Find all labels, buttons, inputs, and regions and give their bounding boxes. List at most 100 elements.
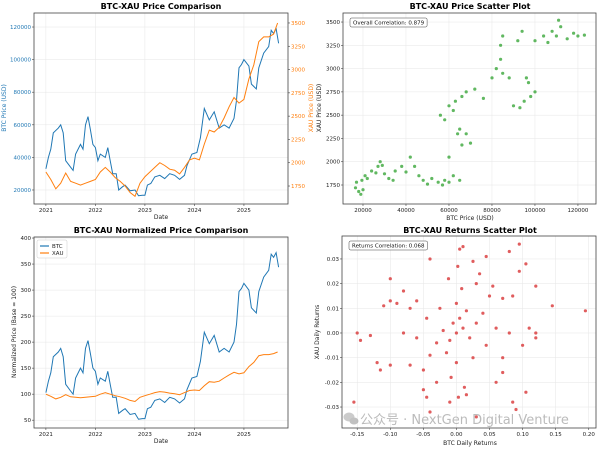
- scatter-point: [554, 34, 559, 38]
- x-tick-label: 2024: [187, 432, 201, 438]
- scatter-point: [388, 299, 392, 303]
- scatter-point: [526, 81, 531, 85]
- scatter-point: [494, 326, 498, 330]
- x-tick-label: 2025: [237, 432, 251, 438]
- scatter-point: [517, 269, 521, 273]
- watermark-text: 公众号 · NextGen Digital Venture: [360, 413, 569, 428]
- scatter-point: [408, 363, 412, 367]
- scatter-point: [507, 76, 511, 80]
- scatter-point: [464, 90, 468, 94]
- scatter-point: [446, 277, 451, 281]
- x-tick-label: 100000: [524, 208, 545, 214]
- scatter-point: [444, 351, 449, 355]
- chart3: 2021 2022 2023 2024 2025 50 100 150 200 250 300 350…: [21, 236, 289, 438]
- scatter-point: [458, 316, 462, 320]
- scatter-point: [428, 353, 432, 357]
- scatter-point: [370, 169, 374, 173]
- scatter-point: [534, 284, 538, 288]
- scatter-point: [388, 363, 392, 367]
- y-tick-label: 2000: [326, 160, 340, 166]
- chart4: -0.15 -0.10 -0.05 0.00 0.05 0.10 0.15 0.20 -0.03…: [325, 235, 597, 438]
- chart1-title: BTC-XAU Price Comparison: [101, 2, 222, 11]
- scatter-point: [355, 331, 359, 335]
- btc-series-line: [45, 251, 280, 420]
- scatter-point: [430, 176, 434, 181]
- scatter-point: [582, 33, 587, 37]
- scatter-point: [524, 262, 528, 266]
- scatter-point: [471, 259, 475, 263]
- scatter-point: [501, 71, 505, 75]
- scatter-point: [453, 99, 457, 103]
- scatter-point: [428, 257, 432, 261]
- scatter-point: [501, 356, 505, 360]
- scatter-point: [464, 132, 468, 136]
- scatter-point: [490, 76, 494, 80]
- scatter-point: [353, 186, 358, 190]
- scatter-point: [408, 155, 412, 159]
- plot-frame: [342, 12, 597, 205]
- x-tick-label: 2021: [39, 432, 53, 438]
- scatter-point: [458, 127, 462, 131]
- scatter-point: [456, 132, 460, 136]
- scatter-point: [518, 106, 522, 110]
- scatter-point: [460, 287, 464, 291]
- scatter-point: [448, 338, 452, 342]
- scatter-point: [507, 249, 511, 254]
- scatter-point: [527, 326, 531, 330]
- y-tick-label: 80000: [14, 90, 32, 96]
- scatter-point: [454, 301, 458, 305]
- scatter-point: [441, 328, 445, 333]
- annotation-box: [348, 240, 428, 251]
- scatter-point: [583, 309, 588, 313]
- scatter-point: [533, 90, 537, 94]
- scatter-point: [473, 87, 477, 91]
- scatter-point: [559, 25, 563, 29]
- y2-tick-label: 1750: [291, 184, 305, 190]
- scatter-point: [542, 34, 546, 38]
- y-tick-label: 2500: [326, 113, 340, 119]
- y-tick-label: 350: [21, 262, 32, 268]
- scatter-point: [522, 99, 526, 103]
- chart4-ylabel: XAU Daily Returns: [314, 305, 321, 360]
- x-tick-label: 120000: [567, 208, 588, 214]
- scatter-point: [401, 331, 406, 335]
- plot-frame: [33, 236, 289, 429]
- x-tick-label: 2025: [237, 208, 251, 214]
- y2-tick-label: 2000: [291, 161, 305, 167]
- scatter-point: [451, 174, 455, 178]
- scatter-point: [529, 94, 533, 99]
- chart2-title: BTC-XAU Price Scatter Plot: [410, 2, 531, 11]
- scatter-point: [393, 169, 397, 173]
- xau-series-line: [45, 22, 279, 198]
- scatter-point: [425, 395, 429, 399]
- y2-tick-label: 2750: [291, 91, 305, 97]
- legend-label: BTC: [52, 244, 63, 250]
- scatter-point: [359, 192, 363, 196]
- scatter-point: [517, 242, 521, 246]
- scatter-point: [363, 174, 367, 178]
- x-tick-label: 0.15: [550, 432, 563, 438]
- chart3-ylabel: Normalized Price (Base = 100): [11, 286, 18, 378]
- scatter-point: [507, 331, 511, 335]
- scatter-point: [360, 178, 364, 182]
- y-tick-label: 20000: [14, 188, 32, 194]
- x-tick-label: 2023: [138, 432, 152, 438]
- scatter-point: [464, 393, 468, 397]
- scatter-point: [478, 272, 482, 276]
- scatter-point: [487, 294, 492, 298]
- scatter-point: [534, 331, 538, 335]
- y-tick-label: 50: [24, 418, 31, 424]
- scatter-point: [451, 108, 455, 113]
- x-tick-label: 0.10: [516, 432, 529, 438]
- scatter-point: [354, 180, 359, 184]
- scatter-point: [456, 395, 460, 399]
- chart1-xlabel: Date: [154, 214, 169, 221]
- chart2-xlabel: BTC Price (USD): [446, 215, 494, 222]
- scatter-point: [415, 299, 419, 303]
- scatter-point: [382, 304, 386, 308]
- scatter-point: [514, 407, 518, 412]
- xau-series-line: [45, 351, 278, 403]
- scatter-point: [499, 57, 503, 61]
- chart3-title: BTC-XAU Normalized Price Comparison: [74, 226, 249, 235]
- scatter-point: [494, 67, 498, 71]
